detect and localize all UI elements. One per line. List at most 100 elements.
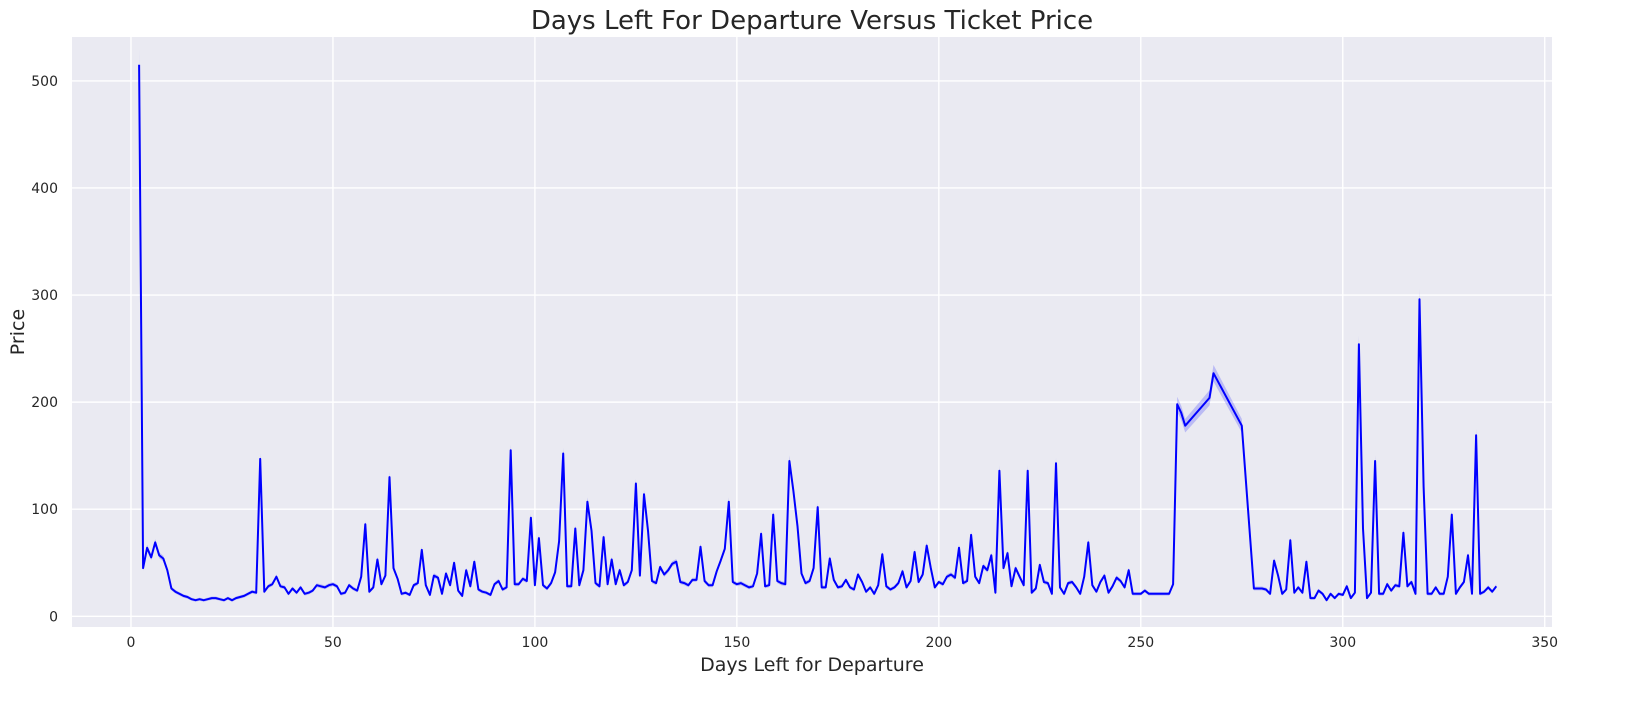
data-point <box>1253 588 1255 590</box>
data-point <box>785 583 787 585</box>
data-point <box>987 569 989 571</box>
data-point <box>583 569 585 571</box>
data-point <box>449 584 451 586</box>
data-point <box>413 584 415 586</box>
data-point <box>744 584 746 586</box>
data-point <box>1435 587 1437 589</box>
data-point <box>760 533 762 535</box>
data-point <box>1326 599 1328 601</box>
data-point <box>433 575 435 577</box>
data-point <box>490 594 492 596</box>
data-point <box>146 547 148 549</box>
data-point <box>696 579 698 581</box>
data-point <box>716 571 718 573</box>
data-point <box>930 567 932 569</box>
data-point <box>320 586 322 588</box>
data-point <box>809 580 811 582</box>
data-point <box>550 582 552 584</box>
data-point <box>841 586 843 588</box>
data-point <box>1160 593 1162 595</box>
data-point <box>1104 575 1106 577</box>
data-point <box>255 592 257 594</box>
data-point <box>1496 586 1498 588</box>
data-point <box>906 587 908 589</box>
data-point <box>223 599 225 601</box>
data-point <box>1471 593 1473 595</box>
data-point <box>191 598 193 600</box>
data-point <box>340 593 342 595</box>
data-point <box>1015 567 1017 569</box>
data-point <box>1184 425 1186 427</box>
data-point <box>328 584 330 586</box>
data-point <box>680 581 682 583</box>
y-tick-label: 500 <box>31 74 58 90</box>
data-point <box>425 584 427 586</box>
data-point <box>538 537 540 539</box>
data-point <box>1427 593 1429 595</box>
data-point <box>1088 542 1090 544</box>
data-point <box>498 580 500 582</box>
data-point <box>1112 586 1114 588</box>
data-point <box>381 583 383 585</box>
data-point <box>284 587 286 589</box>
data-point <box>869 587 871 589</box>
data-point <box>1055 462 1057 464</box>
data-point <box>910 580 912 582</box>
data-point <box>457 590 459 592</box>
data-point <box>829 558 831 560</box>
data-point <box>1011 586 1013 588</box>
data-point <box>898 582 900 584</box>
data-point <box>264 591 266 593</box>
data-point <box>502 589 504 591</box>
data-point <box>138 64 140 66</box>
data-point <box>1479 593 1481 595</box>
data-point <box>1059 587 1061 589</box>
data-point <box>360 576 362 578</box>
data-point <box>1019 576 1021 578</box>
data-point <box>732 581 734 583</box>
data-point <box>970 534 972 536</box>
data-point <box>1487 587 1489 589</box>
data-point <box>1067 582 1069 584</box>
x-tick-label: 0 <box>127 635 136 651</box>
data-point <box>247 593 249 595</box>
data-point <box>280 586 282 588</box>
data-point <box>514 583 516 585</box>
data-point <box>1491 591 1493 593</box>
data-point <box>1096 591 1098 593</box>
data-point <box>239 596 241 598</box>
data-point <box>579 584 581 586</box>
x-tick-label: 200 <box>925 635 952 651</box>
data-point <box>999 470 1001 472</box>
data-point <box>934 587 936 589</box>
data-point <box>369 591 371 593</box>
data-point <box>978 582 980 584</box>
data-point <box>663 574 665 576</box>
data-point <box>401 593 403 595</box>
data-point <box>1386 583 1388 585</box>
data-point <box>995 592 997 594</box>
data-point <box>1378 593 1380 595</box>
data-point <box>918 581 920 583</box>
data-point <box>510 450 512 452</box>
data-point <box>437 577 439 579</box>
data-point <box>1213 372 1215 374</box>
data-point <box>611 559 613 561</box>
data-point <box>902 571 904 573</box>
data-point <box>595 582 597 584</box>
data-point <box>259 458 261 460</box>
data-point <box>591 530 593 532</box>
data-point <box>465 569 467 571</box>
data-point <box>1334 597 1336 599</box>
data-point <box>373 587 375 589</box>
data-point <box>1144 590 1146 592</box>
data-point <box>1358 344 1360 346</box>
data-point <box>470 586 472 588</box>
data-point <box>877 584 879 586</box>
data-point <box>865 591 867 593</box>
data-point <box>950 574 952 576</box>
data-point <box>409 594 411 596</box>
data-point <box>566 586 568 588</box>
data-point <box>1100 581 1102 583</box>
